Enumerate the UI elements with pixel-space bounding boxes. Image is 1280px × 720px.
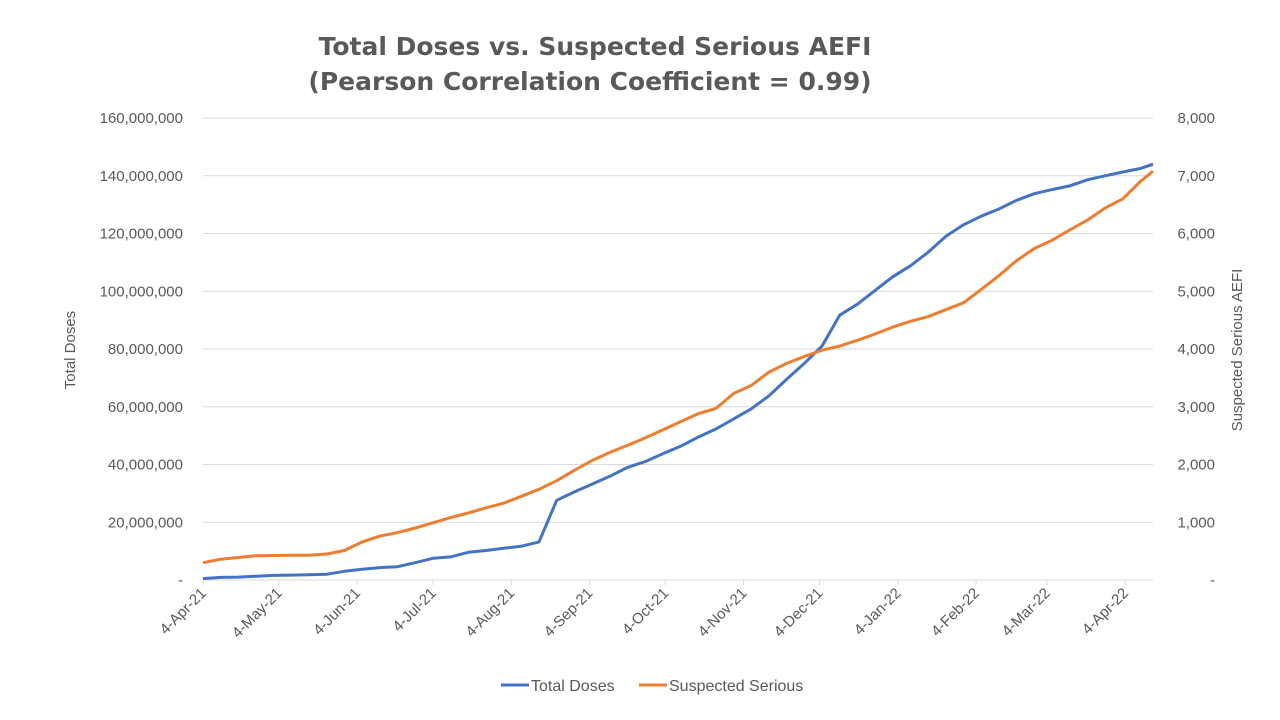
x-tick-label: 4-Oct-21 xyxy=(619,585,672,638)
y-right-tick-label: 4,000 xyxy=(1177,341,1215,358)
legend-label-total-doses: Total Doses xyxy=(531,678,615,695)
x-tick-label: 4-Feb-22 xyxy=(928,585,983,640)
y-left-tick-label: 100,000,000 xyxy=(100,283,183,300)
x-tick-label: 4-Jun-21 xyxy=(310,585,364,639)
y-right-tick-label: - xyxy=(1210,572,1215,589)
y-left-tick-label: 140,000,000 xyxy=(100,168,183,185)
x-tick-label: 4-Sep-21 xyxy=(541,585,597,641)
x-tick-label: 4-Jul-21 xyxy=(389,585,439,635)
x-tick-label: 4-Dec-21 xyxy=(771,585,827,641)
x-tick-label: 4-May-21 xyxy=(229,585,286,642)
y-left-tick-label: 60,000,000 xyxy=(108,399,183,416)
y-left-tick-label: 40,000,000 xyxy=(108,457,183,474)
chart-title-line-1: Total Doses vs. Suspected Serious AEFI xyxy=(319,32,872,61)
y-right-tick-label: 6,000 xyxy=(1177,226,1215,243)
y-right-tick-label: 2,000 xyxy=(1177,457,1215,474)
y-right-tick-label: 7,000 xyxy=(1177,168,1215,185)
x-tick-label: 4-Aug-21 xyxy=(462,585,518,641)
x-tick-label: 4-Nov-21 xyxy=(695,585,751,641)
gridlines xyxy=(203,117,1153,523)
chart-title-line-2: (Pearson Correlation Coefficient = 0.99) xyxy=(308,67,871,96)
y-left-tick-label: 20,000,000 xyxy=(108,514,183,531)
y-right-tick-label: 5,000 xyxy=(1177,283,1215,300)
y-axis-right-ticks: - 1,000 2,000 3,000 4,000 5,000 6,000 7,000 8,00… xyxy=(1177,110,1215,589)
x-tick-label: 4-Mar-22 xyxy=(999,585,1054,640)
legend: Total Doses Suspected Serious xyxy=(501,678,803,695)
y-left-tick-label: 160,000,000 xyxy=(100,110,183,127)
series-line-suspected-serious xyxy=(202,169,1154,565)
x-tick-label: 4-Apr-21 xyxy=(157,585,210,638)
y-right-tick-label: 8,000 xyxy=(1177,110,1215,127)
series-layer xyxy=(202,162,1154,581)
y-left-tick-label: 120,000,000 xyxy=(100,226,183,243)
y-right-tick-label: 1,000 xyxy=(1177,514,1215,531)
y-left-tick-label: 80,000,000 xyxy=(108,341,183,358)
y-axis-left-label: Total Doses xyxy=(62,311,79,389)
series-line-total-doses xyxy=(202,162,1154,581)
x-axis-ticks: 4-Apr-21 4-May-21 4-Jun-21 4-Jul-21 4-Aug-21… xyxy=(157,580,1132,642)
y-axis-left-ticks: - 20,000,000 40,000,000 60,000,000 80,000,00… xyxy=(100,110,183,589)
x-tick-label: 4-Jan-22 xyxy=(851,585,905,639)
x-tick-label: 4-Apr-22 xyxy=(1079,585,1132,638)
y-right-tick-label: 3,000 xyxy=(1177,399,1215,416)
legend-label-suspected-serious: Suspected Serious xyxy=(669,678,803,695)
y-axis-right-label: Suspected Serious AEFI xyxy=(1229,269,1246,432)
y-left-tick-label: - xyxy=(178,572,183,589)
